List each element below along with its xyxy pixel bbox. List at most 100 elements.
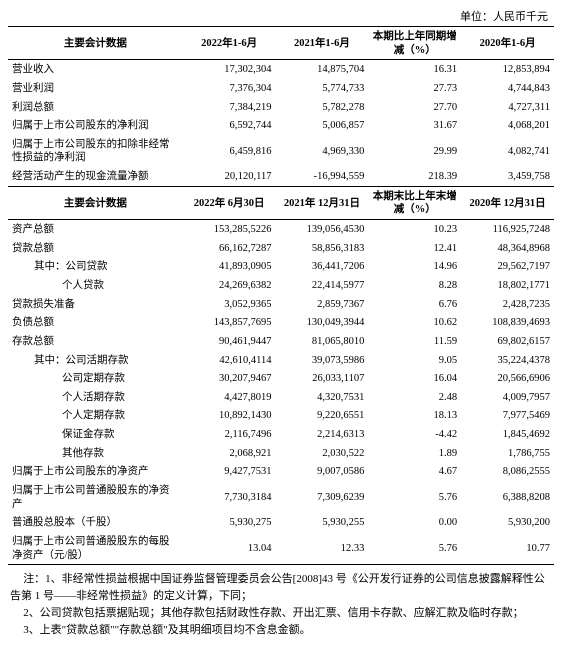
row-value: 11.59 xyxy=(368,332,461,351)
row-value: 69,802,6157 xyxy=(461,332,554,351)
row-value: 2.48 xyxy=(368,388,461,407)
row-value: 2,116,7496 xyxy=(183,425,276,444)
row-value: 4,082,741 xyxy=(461,135,554,167)
row-label: 归属于上市公司普通股股东的净资产 xyxy=(8,481,183,513)
row-value: 12.41 xyxy=(368,239,461,258)
row-value: -4.42 xyxy=(368,425,461,444)
row-value: 31.67 xyxy=(368,116,461,135)
row-value: 139,056,4530 xyxy=(276,220,369,239)
table-row: 其他存款2,068,9212,030,5221.891,786,755 xyxy=(8,444,554,463)
table-row: 公司定期存款30,207,946726,033,110716.0420,566,… xyxy=(8,369,554,388)
row-value: 0.00 xyxy=(368,513,461,532)
row-value: 13.04 xyxy=(183,532,276,565)
row-value: 2,030,522 xyxy=(276,444,369,463)
row-value: 4,320,7531 xyxy=(276,388,369,407)
row-value: 7,309,6239 xyxy=(276,481,369,513)
row-value: 4.67 xyxy=(368,462,461,481)
table-row: 归属于上市公司普通股股东的每股净资产（元/股）13.0412.335.7610.… xyxy=(8,532,554,565)
row-value: 12.33 xyxy=(276,532,369,565)
row-value: 16.04 xyxy=(368,369,461,388)
row-value: 35,224,4378 xyxy=(461,351,554,370)
note-3: 3、上表"贷款总额""存款总额"及其明细项目均不含息金额。 xyxy=(10,622,552,639)
note-1: 注：1、非经常性损益根据中国证券监督管理委员会公告[2008]43 号《公开发行… xyxy=(10,571,552,605)
row-value: 1,845,4692 xyxy=(461,425,554,444)
hdr1-1: 2022年1-6月 xyxy=(183,27,276,60)
row-value: 5,006,857 xyxy=(276,116,369,135)
hdr1-4: 2020年1-6月 xyxy=(461,27,554,60)
row-value: 9,220,6551 xyxy=(276,406,369,425)
row-label: 存款总额 xyxy=(8,332,183,351)
row-value: 14,875,704 xyxy=(276,60,369,79)
row-value: 6,592,744 xyxy=(183,116,276,135)
row-value: 14.96 xyxy=(368,257,461,276)
row-label: 贷款损失准备 xyxy=(8,295,183,314)
row-label: 营业收入 xyxy=(8,60,183,79)
table-row: 营业利润7,376,3045,774,73327.734,744,843 xyxy=(8,79,554,98)
table-row: 个人活期存款4,427,80194,320,75312.484,009,7957 xyxy=(8,388,554,407)
row-value: 153,285,5226 xyxy=(183,220,276,239)
row-value: -16,994,559 xyxy=(276,167,369,186)
table-row: 归属于上市公司股东的净利润6,592,7445,006,85731.674,06… xyxy=(8,116,554,135)
row-value: 116,925,7248 xyxy=(461,220,554,239)
row-value: 7,977,5469 xyxy=(461,406,554,425)
row-value: 7,376,304 xyxy=(183,79,276,98)
unit-label: 单位：人民币千元 xyxy=(8,8,554,24)
row-label: 利润总额 xyxy=(8,98,183,117)
row-value: 7,730,3184 xyxy=(183,481,276,513)
table-row: 个人贷款24,269,638222,414,59778.2818,802,177… xyxy=(8,276,554,295)
row-value: 41,893,0905 xyxy=(183,257,276,276)
row-value: 5.76 xyxy=(368,481,461,513)
hdr1-2: 2021年1-6月 xyxy=(276,27,369,60)
row-value: 4,427,8019 xyxy=(183,388,276,407)
table-row: 归属于上市公司股东的扣除非经常性损益的净利润6,459,8164,969,330… xyxy=(8,135,554,167)
row-value: 10.77 xyxy=(461,532,554,565)
row-value: 130,049,3944 xyxy=(276,313,369,332)
hdr2-3: 本期末比上年末增减（%） xyxy=(368,186,461,219)
row-value: 8,086,2555 xyxy=(461,462,554,481)
hdr1-3: 本期比上年同期增减（%） xyxy=(368,27,461,60)
row-value: 30,207,9467 xyxy=(183,369,276,388)
footnotes: 注：1、非经常性损益根据中国证券监督管理委员会公告[2008]43 号《公开发行… xyxy=(8,571,554,639)
table-row: 营业收入17,302,30414,875,70416.3112,853,894 xyxy=(8,60,554,79)
row-value: 5,930,275 xyxy=(183,513,276,532)
row-value: 16.31 xyxy=(368,60,461,79)
row-value: 108,839,4693 xyxy=(461,313,554,332)
table-row: 负债总额143,857,7695130,049,394410.62108,839… xyxy=(8,313,554,332)
row-value: 3,459,758 xyxy=(461,167,554,186)
row-value: 48,364,8968 xyxy=(461,239,554,258)
row-value: 218.39 xyxy=(368,167,461,186)
row-value: 2,214,6313 xyxy=(276,425,369,444)
row-value: 17,302,304 xyxy=(183,60,276,79)
row-value: 20,566,6906 xyxy=(461,369,554,388)
row-value: 7,384,219 xyxy=(183,98,276,117)
row-value: 5,782,278 xyxy=(276,98,369,117)
hdr2-0: 主要会计数据 xyxy=(8,186,183,219)
row-value: 6,459,816 xyxy=(183,135,276,167)
table-row: 其中：公司贷款41,893,090536,441,720614.9629,562… xyxy=(8,257,554,276)
row-label: 负债总额 xyxy=(8,313,183,332)
row-value: 6,388,8208 xyxy=(461,481,554,513)
row-label: 其他存款 xyxy=(8,444,183,463)
table-row: 贷款损失准备3,052,93652,859,73676.762,428,7235 xyxy=(8,295,554,314)
row-label: 普通股总股本（千股） xyxy=(8,513,183,532)
row-value: 8.28 xyxy=(368,276,461,295)
row-label: 营业利润 xyxy=(8,79,183,98)
table-row: 保证金存款2,116,74962,214,6313-4.421,845,4692 xyxy=(8,425,554,444)
row-value: 4,009,7957 xyxy=(461,388,554,407)
row-value: 10.23 xyxy=(368,220,461,239)
row-value: 1.89 xyxy=(368,444,461,463)
row-value: 29,562,7197 xyxy=(461,257,554,276)
row-value: 10,892,1430 xyxy=(183,406,276,425)
table-row: 归属于上市公司普通股股东的净资产7,730,31847,309,62395.76… xyxy=(8,481,554,513)
table1-header-row: 主要会计数据 2022年1-6月 2021年1-6月 本期比上年同期增减（%） … xyxy=(8,27,554,60)
row-value: 3,052,9365 xyxy=(183,295,276,314)
row-value: 4,744,843 xyxy=(461,79,554,98)
row-value: 1,786,755 xyxy=(461,444,554,463)
row-value: 42,610,4114 xyxy=(183,351,276,370)
row-value: 27.70 xyxy=(368,98,461,117)
hdr2-2: 2021年 12月31日 xyxy=(276,186,369,219)
row-value: 22,414,5977 xyxy=(276,276,369,295)
row-value: 18.13 xyxy=(368,406,461,425)
row-value: 90,461,9447 xyxy=(183,332,276,351)
row-label: 其中：公司活期存款 xyxy=(8,351,183,370)
